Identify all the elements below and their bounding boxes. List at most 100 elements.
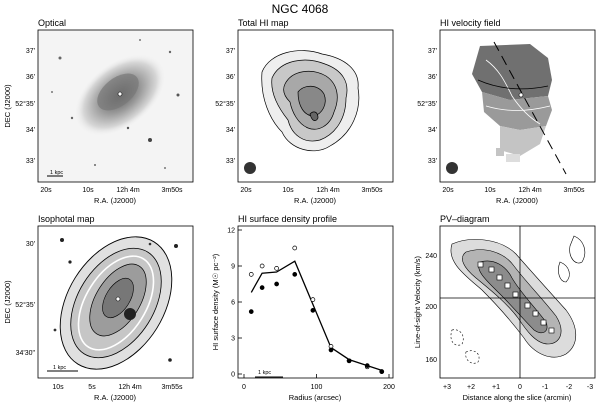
hi-map-ytick: 34' xyxy=(226,127,235,134)
pv-panel: PV–diagram Line-of-sight Velocity (km/s)… xyxy=(413,214,596,402)
profile-point-filled xyxy=(259,285,265,290)
velocity-ytick: 52°35' xyxy=(417,100,437,108)
profile-marks xyxy=(248,245,385,374)
profile-frame xyxy=(237,225,394,379)
isophotal-scalebar-label: 1 kpc xyxy=(53,365,66,371)
pv-squares xyxy=(477,261,555,334)
hi-map-beam xyxy=(244,162,256,174)
pv-xtick: 0 xyxy=(518,384,522,391)
isophotal-ytick: 52°35' xyxy=(15,301,35,309)
velocity-xtick: 10s xyxy=(484,187,496,194)
optical-xtick: 20s xyxy=(40,187,52,194)
pv-ylabel: Line-of-sight Velocity (km/s) xyxy=(413,255,422,348)
velocity-panel: HI velocity field 37' 36' 52°35' 34' 33'… xyxy=(417,18,596,205)
profile-panel: HI surface density profile 0 3 6 9 12 0 100 200… xyxy=(211,214,395,402)
profile-scalebar-label: 1 kpc xyxy=(258,370,271,376)
velocity-ytick: 34' xyxy=(428,127,437,134)
pv-xtick: -3 xyxy=(587,384,593,391)
hi-map-ytick: 52°35' xyxy=(215,100,235,108)
hi-map-xtick: 3m50s xyxy=(361,187,383,194)
optical-ytick: 52°35' xyxy=(15,100,35,108)
isophotal-panel: Isophotal map 1 kpc DEC (J2000) 30' 52°3… xyxy=(3,214,194,402)
velocity-xtick: 3m50s xyxy=(563,187,585,194)
profile-point-filled xyxy=(310,308,316,313)
profile-ytick-label: 3 xyxy=(231,336,235,343)
hi-map-ytick: 33' xyxy=(226,158,235,165)
pv-xtick: -1 xyxy=(542,384,548,391)
pv-xlabel: Distance along the slice (arcmin) xyxy=(463,393,572,402)
velocity-xtick: 12h 4m xyxy=(518,187,542,194)
isophotal-xtick: 10s xyxy=(52,384,64,391)
profile-ylabel: HI surface density (M☉ pc⁻²) xyxy=(211,253,220,350)
pv-xtick: -2 xyxy=(566,384,572,391)
profile-ytick-label: 12 xyxy=(227,228,235,235)
figure-title: NGC 4068 xyxy=(272,2,329,16)
velocity-xtick: 20s xyxy=(442,187,454,194)
hi-map-panel: Total HI map 37' 36' 52°35' 34' 33' 20s … xyxy=(215,18,394,205)
profile-point-open xyxy=(259,263,265,269)
profile-line xyxy=(250,260,383,372)
optical-xtick: 12h 4m xyxy=(116,187,140,194)
isophotal-xlabel: R.A. (J2000) xyxy=(94,393,137,402)
velocity-ytick: 37' xyxy=(428,48,437,55)
profile-point-filled xyxy=(379,369,385,374)
optical-ylabel: DEC (J2000) xyxy=(3,84,12,128)
profile-ytick-label: 9 xyxy=(231,264,235,271)
profile-point-filled xyxy=(248,309,254,314)
pv-xtick: +3 xyxy=(443,384,451,391)
optical-panel: Optical 1 kpc DEC (J2000) 37' 36' 52°35'… xyxy=(3,18,194,205)
optical-xlabel: R.A. (J2000) xyxy=(94,196,137,205)
profile-ytick-label: 6 xyxy=(231,300,235,307)
profile-point-open xyxy=(310,297,316,302)
profile-axis-ticks: 0 3 6 9 12 0 100 200 xyxy=(227,228,395,392)
velocity-ytick: 33' xyxy=(428,158,437,165)
hi-map-title: Total HI map xyxy=(238,18,289,28)
hi-map-ytick: 37' xyxy=(226,48,235,55)
isophotal-xtick: 12h 4m xyxy=(118,384,142,391)
hi-map-xtick: 10s xyxy=(282,187,294,194)
hi-map-ytick: 36' xyxy=(226,74,235,81)
profile-point-filled xyxy=(292,272,298,277)
isophotal-ytick: 34'30" xyxy=(16,350,36,357)
velocity-beam xyxy=(446,162,458,174)
profile-point-filled xyxy=(364,363,370,368)
optical-scalebar-label: 1 kpc xyxy=(50,170,63,176)
isophotal-title: Isophotal map xyxy=(38,214,95,224)
profile-point-open xyxy=(292,245,298,251)
profile-title: HI surface density profile xyxy=(238,214,337,224)
pv-ytick: 200 xyxy=(425,304,437,311)
profile-ytick-label: 0 xyxy=(231,372,235,379)
profile-xlabel: Radius (arcsec) xyxy=(289,393,342,402)
velocity-ytick: 36' xyxy=(428,74,437,81)
profile-point-open xyxy=(248,272,254,277)
isophotal-xtick: 3m55s xyxy=(161,384,183,391)
profile-xtick-label: 0 xyxy=(242,384,246,391)
optical-ytick: 34' xyxy=(26,127,35,134)
hi-map-xlabel: R.A. (J2000) xyxy=(294,196,337,205)
pv-ytick: 160 xyxy=(425,357,437,364)
profile-point-filled xyxy=(328,347,334,353)
optical-ytick: 37' xyxy=(26,48,35,55)
optical-xtick: 3m50s xyxy=(161,187,183,194)
optical-title: Optical xyxy=(38,18,66,28)
hi-map-xtick: 20s xyxy=(240,187,252,194)
velocity-xlabel: R.A. (J2000) xyxy=(496,196,539,205)
optical-ytick: 36' xyxy=(26,74,35,81)
profile-xtick-label: 100 xyxy=(311,384,323,391)
pv-xtick: +2 xyxy=(467,384,475,391)
hi-map-xtick: 12h 4m xyxy=(316,187,340,194)
isophotal-ylabel: DEC (J2000) xyxy=(3,280,12,324)
profile-point-filled xyxy=(274,281,279,287)
pv-title: PV–diagram xyxy=(440,214,490,224)
velocity-field xyxy=(472,41,567,175)
profile-point-filled xyxy=(346,358,352,364)
optical-xtick: 10s xyxy=(82,187,94,194)
optical-ytick: 33' xyxy=(26,158,35,165)
isophotal-image xyxy=(53,236,178,370)
optical-image xyxy=(51,39,180,169)
isophotal-xtick: 5s xyxy=(88,384,96,391)
profile-point-open xyxy=(274,266,279,271)
pv-xtick: +1 xyxy=(492,384,500,391)
profile-xtick-label: 200 xyxy=(383,384,395,391)
